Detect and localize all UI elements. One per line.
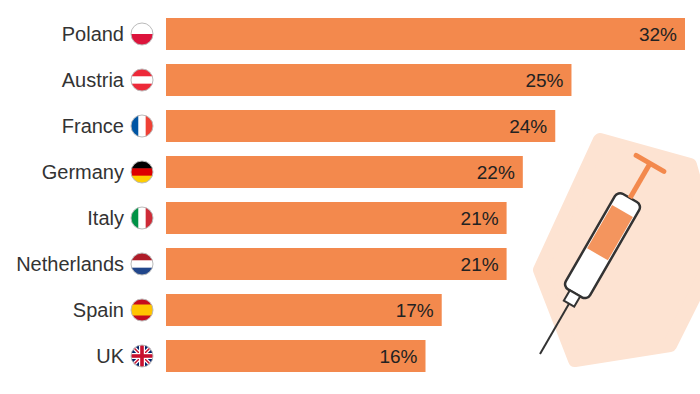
svg-text:32%: 32% — [639, 24, 677, 45]
svg-text:Germany: Germany — [42, 161, 124, 183]
svg-text:22%: 22% — [477, 162, 515, 183]
svg-text:Netherlands: Netherlands — [16, 253, 124, 275]
svg-text:Austria: Austria — [62, 69, 125, 91]
svg-text:Spain: Spain — [73, 299, 124, 321]
svg-text:17%: 17% — [396, 300, 434, 321]
svg-text:24%: 24% — [509, 116, 547, 137]
svg-text:21%: 21% — [461, 254, 499, 275]
svg-text:21%: 21% — [461, 208, 499, 229]
svg-text:Poland: Poland — [62, 23, 124, 45]
svg-text:Italy: Italy — [87, 207, 124, 229]
svg-text:25%: 25% — [525, 70, 563, 91]
svg-text:16%: 16% — [379, 346, 417, 367]
svg-text:France: France — [62, 115, 124, 137]
svg-text:UK: UK — [96, 345, 124, 367]
